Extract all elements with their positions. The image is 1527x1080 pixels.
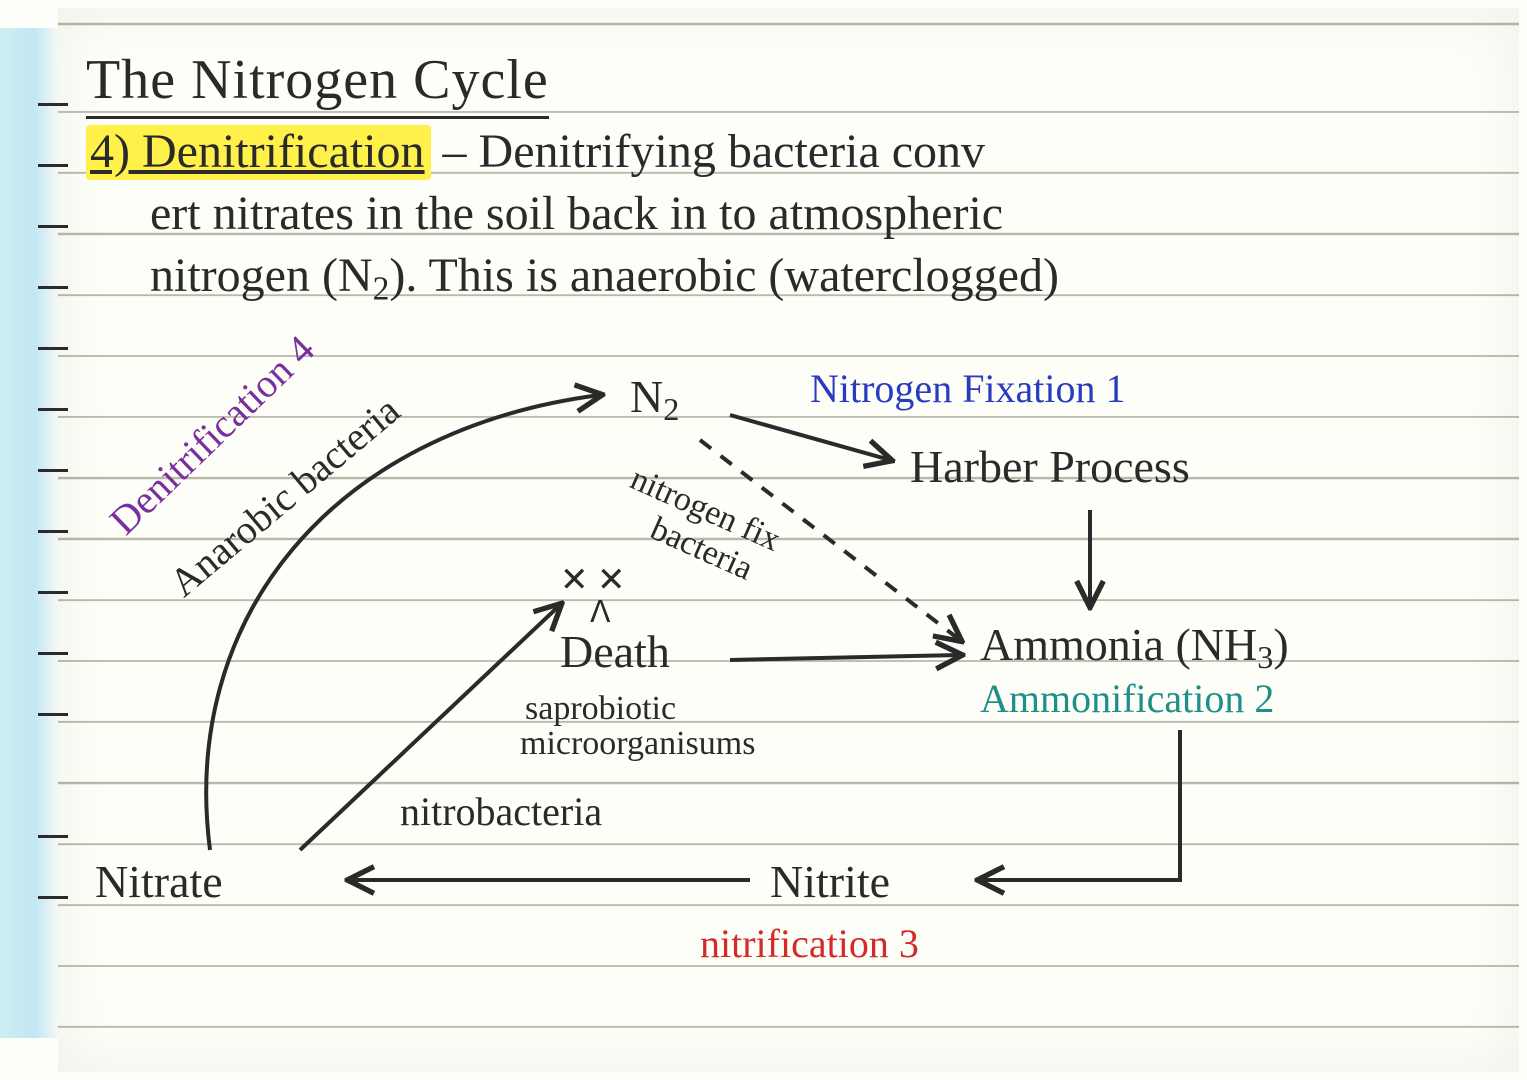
margin-tick	[38, 103, 68, 106]
definition-line-2: ert nitrates in the soil back in to atmo…	[150, 184, 1510, 244]
node-death: Death	[560, 625, 670, 678]
label-ammonification: Ammonification 2	[980, 675, 1274, 722]
label-nitrobacteria: nitrobacteria	[400, 788, 602, 835]
binder-strip	[0, 28, 58, 1038]
label-nitrification: nitrification 3	[700, 920, 919, 967]
margin-tick	[38, 896, 68, 899]
definition-line-1: 4) Denitrification – Denitrifying bacter…	[86, 122, 1506, 182]
margin-tick	[38, 591, 68, 594]
margin-tick	[38, 286, 68, 289]
margin-tick	[38, 408, 68, 411]
label-saprobiotic-a: saprobiotic	[525, 690, 676, 728]
node-nitrate: Nitrate	[95, 855, 223, 908]
margin-tick	[38, 164, 68, 167]
node-nitrite: Nitrite	[770, 855, 890, 908]
node-n2: N2	[630, 370, 679, 428]
node-ammonia: Ammonia (NH3)	[980, 618, 1289, 676]
margin-tick	[38, 713, 68, 716]
margin-tick	[38, 652, 68, 655]
node-xx: ✕ ✕	[560, 560, 625, 600]
section-number: 4) Denitrification	[86, 125, 431, 180]
label-saprobiotic-b: microorganisums	[520, 725, 755, 763]
node-harber-process: Harber Process	[910, 440, 1190, 493]
margin-tick	[38, 469, 68, 472]
margin-tick	[38, 225, 68, 228]
page-title: The Nitrogen Cycle	[86, 48, 549, 119]
label-nitrogen-fixation: Nitrogen Fixation 1	[810, 365, 1126, 412]
margin-tick	[38, 347, 68, 350]
margin-tick	[38, 835, 68, 838]
margin-tick	[38, 530, 68, 533]
definition-line-3: nitrogen (N2). This is anaerobic (waterc…	[150, 246, 1510, 310]
page: The Nitrogen Cycle 4) Denitrification – …	[0, 0, 1527, 1080]
